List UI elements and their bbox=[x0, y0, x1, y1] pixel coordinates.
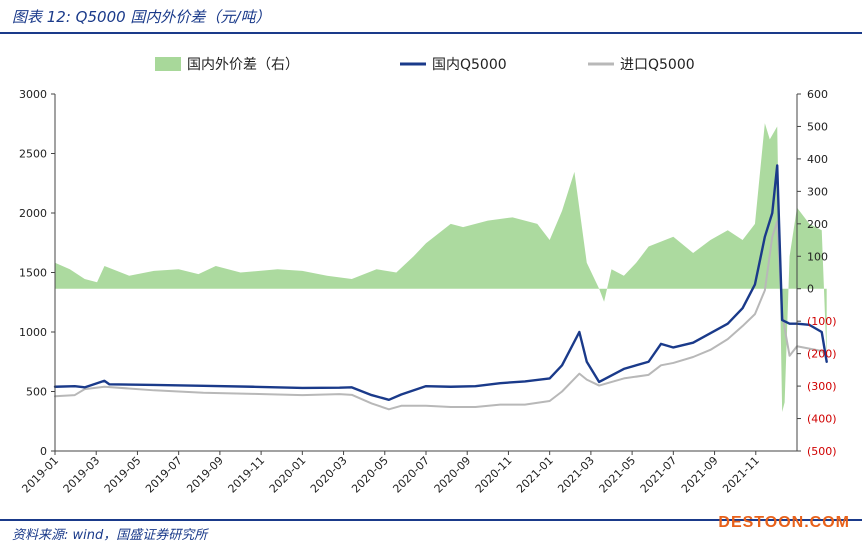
legend-label-domestic: 国内Q5000 bbox=[432, 57, 507, 73]
x-tick-label: 2020-11 bbox=[473, 454, 515, 496]
left-tick-label: 2000 bbox=[19, 207, 47, 220]
price-spread-chart: 国内外价差（右） 国内Q5000 进口Q5000 05001000150020002… bbox=[19, 57, 837, 496]
x-tick-label: 2021-03 bbox=[555, 454, 597, 496]
right-tick-label: 600 bbox=[807, 88, 828, 101]
x-tick-label: 2019-03 bbox=[61, 454, 103, 496]
right-tick-label: 400 bbox=[807, 153, 828, 166]
left-tick-label: 1000 bbox=[19, 326, 47, 339]
right-tick-label: (200) bbox=[807, 348, 837, 361]
price-lines-layer bbox=[53, 164, 828, 411]
x-tick-label: 2021-01 bbox=[514, 454, 556, 496]
right-tick-label: 0 bbox=[807, 283, 814, 296]
x-tick-label: 2019-11 bbox=[226, 454, 268, 496]
chart-title: 图表 12: Q5000 国内外价差（元/吨） bbox=[12, 8, 271, 26]
legend-label-spread: 国内外价差（右） bbox=[187, 57, 299, 73]
x-tick-label: 2021-09 bbox=[679, 454, 721, 496]
right-tick-label: (100) bbox=[807, 315, 837, 328]
x-tick-label: 2020-07 bbox=[390, 454, 432, 496]
x-tick-label: 2019-09 bbox=[184, 454, 226, 496]
chart-legend: 国内外价差（右） 国内Q5000 进口Q5000 bbox=[155, 57, 695, 73]
x-tick-label: 2020-01 bbox=[267, 454, 309, 496]
source-rule bbox=[0, 519, 862, 521]
legend-entry-1: 国内外价差（右） bbox=[155, 57, 299, 73]
right-tick-label: (400) bbox=[807, 413, 837, 426]
legend-entry-3: 进口Q5000 bbox=[588, 57, 695, 73]
source-note: 资料来源: wind，国盛证券研究所 bbox=[12, 528, 208, 543]
legend-label-import: 进口Q5000 bbox=[620, 57, 695, 73]
legend-swatch-spread bbox=[155, 57, 181, 71]
series-import-line bbox=[54, 220, 828, 411]
x-tick-label: 2020-03 bbox=[308, 454, 350, 496]
x-tick-label: 2019-01 bbox=[19, 454, 61, 496]
watermark-logo: DESTOON.COM bbox=[718, 514, 850, 531]
right-tick-label: (500) bbox=[807, 445, 837, 458]
series-spread-area bbox=[55, 123, 827, 413]
x-tick-label: 2019-07 bbox=[143, 454, 185, 496]
right-tick-label: 500 bbox=[807, 120, 828, 133]
x-tick-label: 2019-05 bbox=[102, 454, 144, 496]
right-tick-label: 100 bbox=[807, 250, 828, 263]
x-tick-label: 2021-11 bbox=[720, 454, 762, 496]
right-tick-label: 200 bbox=[807, 218, 828, 231]
x-tick-label: 2020-09 bbox=[432, 454, 474, 496]
x-tick-label: 2021-05 bbox=[597, 454, 639, 496]
right-tick-label: (300) bbox=[807, 380, 837, 393]
left-tick-label: 2500 bbox=[19, 148, 47, 161]
left-tick-label: 0 bbox=[40, 445, 47, 458]
right-tick-label: 300 bbox=[807, 185, 828, 198]
left-tick-label: 1500 bbox=[19, 267, 47, 280]
axes-layer: 050010001500200025003000(500)(400)(300)(… bbox=[19, 88, 837, 496]
legend-entry-2: 国内Q5000 bbox=[400, 57, 507, 73]
x-tick-label: 2021-07 bbox=[638, 454, 680, 496]
left-tick-label: 500 bbox=[26, 386, 47, 399]
spread-area-layer bbox=[55, 123, 827, 413]
series-domestic-line bbox=[53, 164, 828, 402]
left-tick-label: 3000 bbox=[19, 88, 47, 101]
title-rule bbox=[0, 32, 862, 34]
x-tick-label: 2020-05 bbox=[349, 454, 391, 496]
